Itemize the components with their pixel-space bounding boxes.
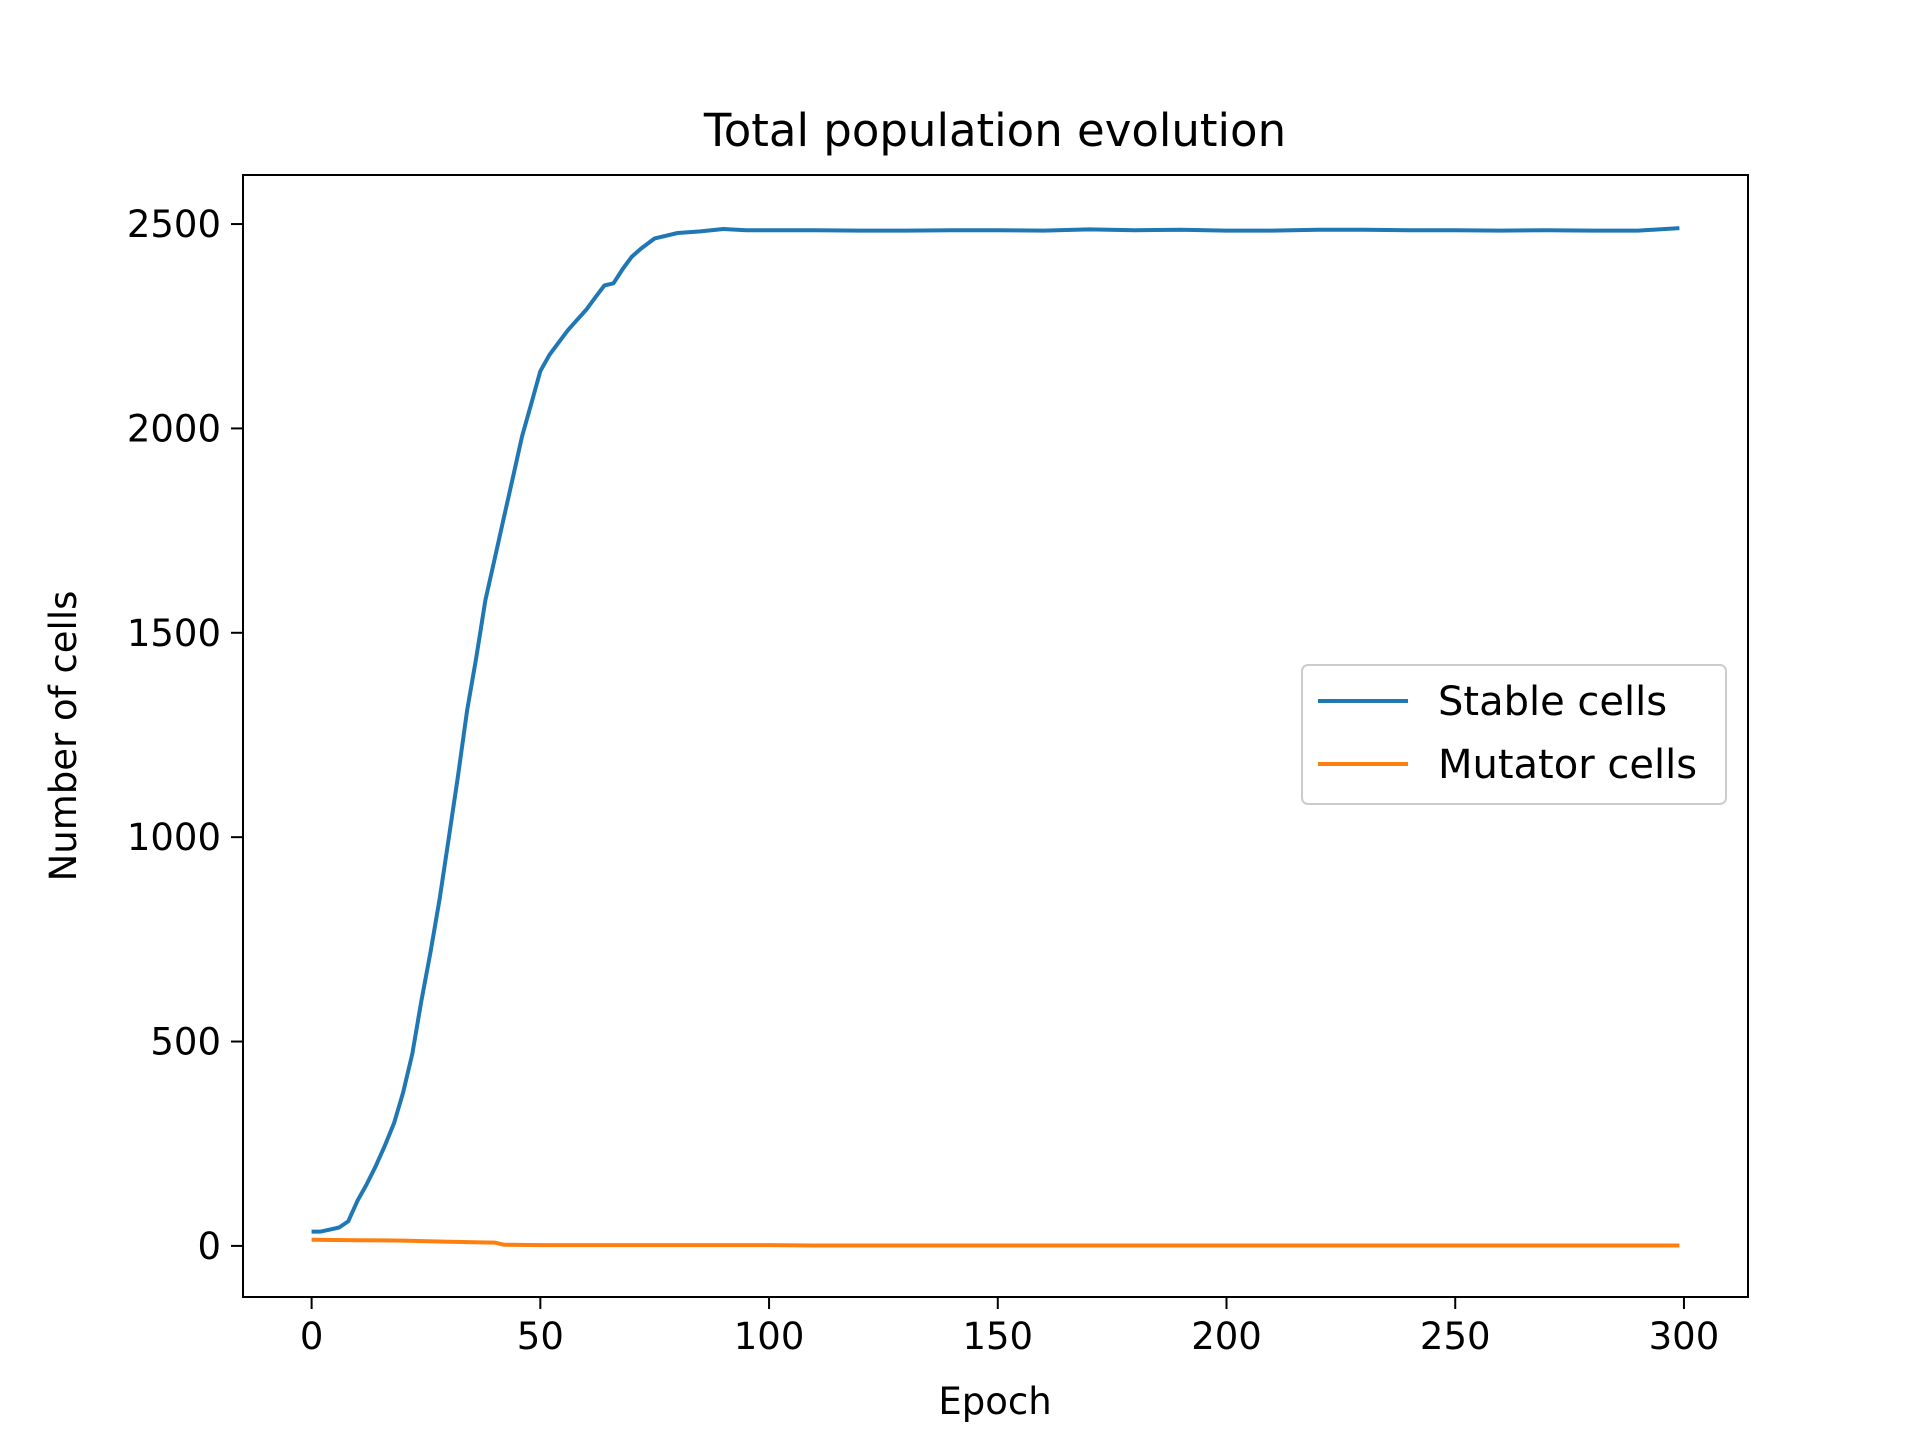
plot-frame (242, 174, 1749, 1298)
series-line-mutator-cells (311, 1237, 1680, 1248)
y-tick-label: 1000 (127, 816, 221, 859)
x-tick-label: 300 (1649, 1315, 1720, 1358)
series-line-stable-cells (311, 226, 1680, 1234)
legend-label-stable-cells: Stable cells (1438, 679, 1667, 725)
legend: Stable cells Mutator cells (1301, 664, 1727, 805)
x-tick-label: 0 (300, 1315, 324, 1358)
y-tick-label: 0 (197, 1225, 221, 1268)
series-layer (311, 226, 1680, 1248)
y-tick-label: 2500 (127, 203, 221, 246)
x-axis-ticks: 0 50 100 150 200 250 300 (300, 1297, 1719, 1358)
x-tick-label: 150 (962, 1315, 1033, 1358)
legend-label-mutator-cells: Mutator cells (1438, 742, 1697, 788)
y-axis-label: Number of cells (42, 591, 85, 882)
x-tick-label: 100 (734, 1315, 805, 1358)
x-tick-label: 200 (1191, 1315, 1262, 1358)
x-axis-label: Epoch (938, 1380, 1051, 1423)
chart-title: Total population evolution (703, 104, 1286, 157)
y-tick-label: 500 (150, 1021, 221, 1064)
y-tick-label: 2000 (127, 407, 221, 450)
y-axis-ticks: 0 500 1000 1500 2000 2500 (127, 203, 243, 1268)
y-tick-label: 1500 (127, 612, 221, 655)
x-tick-label: 50 (517, 1315, 564, 1358)
x-tick-label: 250 (1420, 1315, 1491, 1358)
